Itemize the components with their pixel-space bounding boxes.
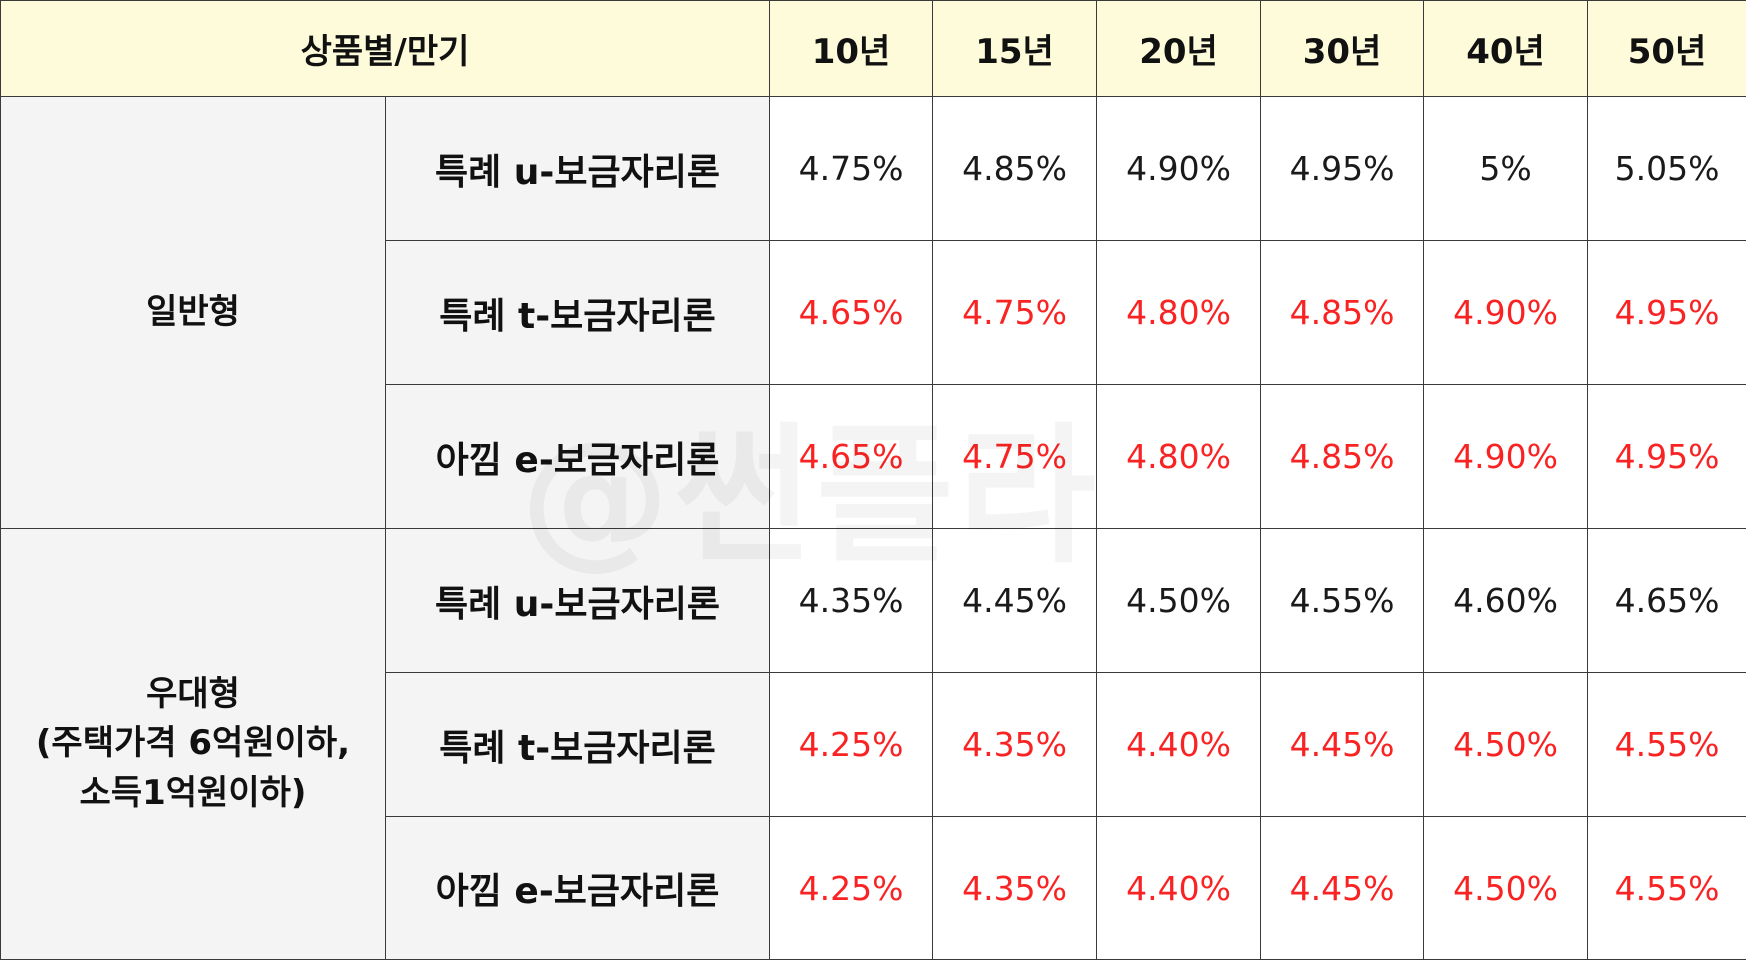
product-name: 특례 u-보금자리론 xyxy=(386,529,770,673)
rate-cell: 4.95% xyxy=(1588,385,1746,529)
rate-cell: 4.25% xyxy=(770,673,933,817)
rate-cell: 4.75% xyxy=(933,385,1097,529)
rate-cell: 4.95% xyxy=(1261,97,1424,241)
rate-cell: 4.35% xyxy=(933,817,1097,960)
rate-cell: 4.65% xyxy=(770,241,933,385)
product-name: 특례 u-보금자리론 xyxy=(386,97,770,241)
header-row: 상품별/만기 10년 15년 20년 30년 40년 50년 xyxy=(1,1,1746,97)
product-name: 특례 t-보금자리론 xyxy=(386,673,770,817)
rate-cell: 4.90% xyxy=(1424,241,1588,385)
product-name: 아낌 e-보금자리론 xyxy=(386,385,770,529)
column-header: 50년 xyxy=(1588,1,1746,97)
group-label-line: 일반형 xyxy=(1,288,385,337)
rate-cell: 4.85% xyxy=(933,97,1097,241)
rate-cell: 4.75% xyxy=(770,97,933,241)
column-header: 20년 xyxy=(1097,1,1261,97)
rate-cell: 4.45% xyxy=(933,529,1097,673)
column-header: 10년 xyxy=(770,1,933,97)
group-label: 일반형 xyxy=(1,97,386,529)
rate-cell: 4.90% xyxy=(1424,385,1588,529)
rate-cell: 4.80% xyxy=(1097,385,1261,529)
rate-cell: 4.80% xyxy=(1097,241,1261,385)
product-name: 특례 t-보금자리론 xyxy=(386,241,770,385)
product-name: 아낌 e-보금자리론 xyxy=(386,817,770,960)
rate-cell: 5.05% xyxy=(1588,97,1746,241)
header-label: 상품별/만기 xyxy=(1,1,770,97)
rate-cell: 4.25% xyxy=(770,817,933,960)
rate-cell: 4.40% xyxy=(1097,817,1261,960)
column-header: 15년 xyxy=(933,1,1097,97)
rate-cell: 5% xyxy=(1424,97,1588,241)
rate-cell: 4.55% xyxy=(1588,817,1746,960)
rate-cell: 4.40% xyxy=(1097,673,1261,817)
rate-cell: 4.35% xyxy=(933,673,1097,817)
rate-cell: 4.90% xyxy=(1097,97,1261,241)
group-label: 우대형(주택가격 6억원이하,소득1억원이하) xyxy=(1,529,386,960)
group-label-line: 우대형 xyxy=(1,670,385,719)
column-header: 40년 xyxy=(1424,1,1588,97)
group-label-line: (주택가격 6억원이하, xyxy=(1,719,385,768)
group-label-line: 소득1억원이하) xyxy=(1,769,385,818)
rate-cell: 4.55% xyxy=(1588,673,1746,817)
column-header: 30년 xyxy=(1261,1,1424,97)
rate-cell: 4.85% xyxy=(1261,385,1424,529)
rate-cell: 4.35% xyxy=(770,529,933,673)
rate-cell: 4.85% xyxy=(1261,241,1424,385)
rate-cell: 4.95% xyxy=(1588,241,1746,385)
rate-cell: 4.50% xyxy=(1424,817,1588,960)
rate-cell: 4.45% xyxy=(1261,673,1424,817)
rate-cell: 4.75% xyxy=(933,241,1097,385)
rate-cell: 4.45% xyxy=(1261,817,1424,960)
rate-cell: 4.50% xyxy=(1097,529,1261,673)
rate-cell: 4.65% xyxy=(770,385,933,529)
rate-cell: 4.55% xyxy=(1261,529,1424,673)
rate-cell: 4.65% xyxy=(1588,529,1746,673)
rate-cell: 4.50% xyxy=(1424,673,1588,817)
rate-cell: 4.60% xyxy=(1424,529,1588,673)
